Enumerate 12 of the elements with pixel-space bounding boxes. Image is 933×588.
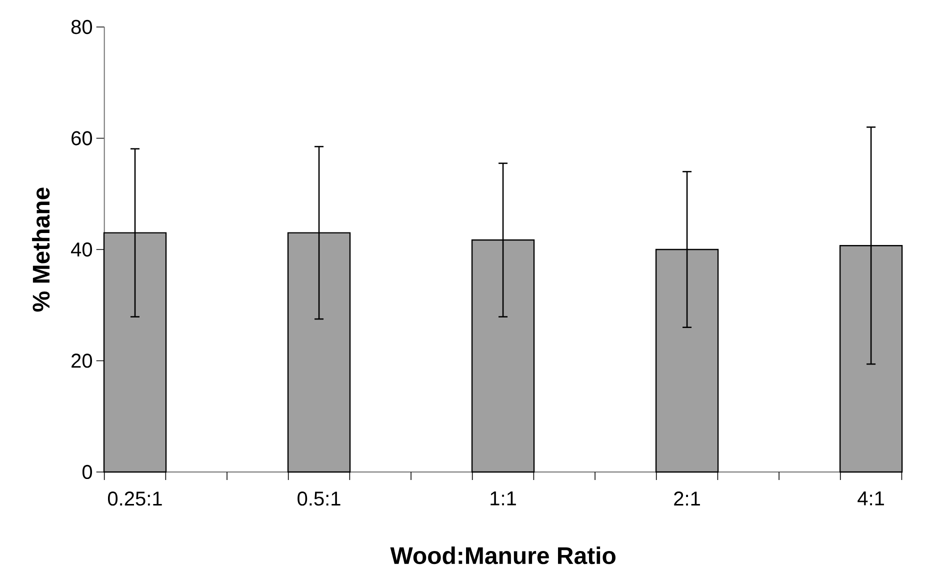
y-axis-title: % Methane: [32, 188, 50, 312]
y-tick-label: 0: [82, 464, 92, 480]
x-tick-label: 0.5:1: [298, 492, 340, 506]
x-tick-label: 1:1: [490, 492, 516, 506]
y-tick-label: 80: [71, 20, 92, 34]
x-tick-label: 0.25:1: [108, 492, 162, 506]
y-tick-label: 40: [71, 242, 92, 257]
x-axis-title: Wood:Manure Ratio: [390, 546, 616, 564]
y-tick-label: 20: [72, 354, 92, 368]
x-tick-label: 2:1: [674, 492, 700, 506]
x-tick-label: 4:1: [858, 492, 884, 506]
y-tick-label: 60: [72, 131, 92, 146]
